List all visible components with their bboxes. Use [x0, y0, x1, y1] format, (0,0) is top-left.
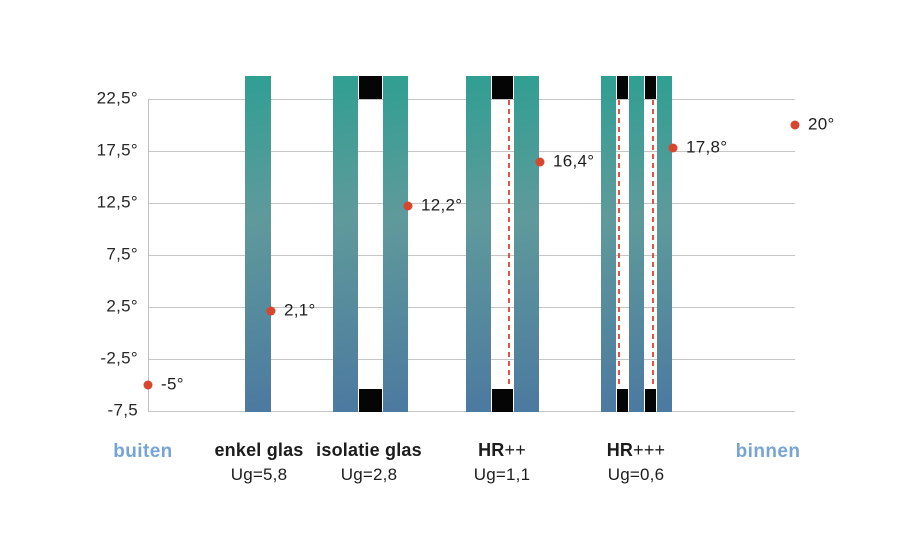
category-title-rest: ++: [504, 440, 526, 460]
glass-pane-hrppp-middle: [629, 76, 644, 412]
temp-label-enkel: 2,1°: [284, 300, 316, 320]
spacer-hrpp-top: [492, 76, 513, 99]
temp-dot-enkel: [266, 306, 276, 316]
spacer-hrpp-bottom: [492, 389, 513, 412]
y-tick-label-2: 12,5°: [96, 192, 138, 212]
spacer-hrppp-bottom-2: [645, 389, 656, 412]
category-hr-plus-plus: HR++ Ug=1,1: [412, 440, 592, 485]
y-tick-label-1: 17,5°: [96, 140, 138, 160]
glass-pane-hrpp-outer: [466, 76, 491, 412]
category-hr-plus-plus-plus: HR+++ Ug=0,6: [546, 440, 726, 485]
y-tick-label-4: 2,5°: [106, 296, 138, 316]
y-tick-label-5: -2,5°: [100, 348, 138, 368]
temp-label-hrppp: 17,8°: [686, 137, 728, 157]
category-title: HR+++: [546, 440, 726, 461]
glass-pane-hrpp-inner: [514, 76, 539, 412]
temp-dot-buiten: [143, 380, 153, 390]
spacer-hrppp-top-2: [645, 76, 656, 99]
temp-dot-binnen: [790, 120, 800, 130]
category-ug-value: Ug=1,1: [473, 465, 531, 484]
spacer-isolatie-top: [359, 76, 382, 99]
zone-label-buiten: buiten: [113, 441, 173, 462]
glass-pane-isolatie-inner: [383, 76, 408, 412]
spacer-hrppp-bottom-1: [617, 389, 628, 412]
temp-dot-hrppp: [668, 143, 678, 153]
coating-line-hrppp-2: [652, 100, 654, 388]
category-title-strong: enkel glas: [214, 440, 304, 460]
category-title-rest: +++: [633, 440, 666, 460]
temp-label-buiten: -5°: [161, 374, 184, 394]
y-axis-line: [148, 99, 149, 412]
temp-label-hrpp: 16,4°: [553, 152, 595, 172]
category-ug-value: Ug=0,6: [607, 465, 665, 484]
y-tick-label-6: -7,5: [107, 400, 138, 420]
temp-dot-isolatie: [403, 201, 413, 211]
glass-pane-isolatie-outer: [333, 76, 358, 412]
glass-pane-hrppp-outer: [601, 76, 616, 412]
coating-line-hrppp-1: [618, 100, 620, 388]
category-ug-value: Ug=5,8: [230, 465, 288, 484]
y-tick-label-3: 7,5°: [106, 244, 138, 264]
category-ug-value: Ug=2,8: [340, 465, 398, 484]
category-title: HR++: [412, 440, 592, 461]
category-title: isolatie glas: [279, 440, 459, 461]
temp-label-binnen: 20°: [808, 114, 835, 134]
category-title-strong: isolatie glas: [316, 440, 422, 460]
spacer-hrppp-top-1: [617, 76, 628, 99]
category-isolatie-glas: isolatie glas Ug=2,8: [279, 440, 459, 485]
temp-dot-hrpp: [535, 157, 545, 167]
category-title-strong: HR: [606, 440, 634, 460]
coating-line-hrpp: [508, 100, 510, 388]
glass-pane-enkel: [245, 76, 271, 412]
temp-label-isolatie: 12,2°: [421, 195, 463, 215]
y-tick-label-0: 22,5°: [96, 88, 138, 108]
category-title: enkel glas: [169, 440, 349, 461]
zone-label-binnen: binnen: [735, 441, 801, 462]
category-enkel-glas: enkel glas Ug=5,8: [169, 440, 349, 485]
glass-pane-hrppp-inner: [657, 76, 672, 412]
spacer-isolatie-bottom: [359, 389, 382, 412]
category-title-strong: HR: [478, 440, 505, 460]
